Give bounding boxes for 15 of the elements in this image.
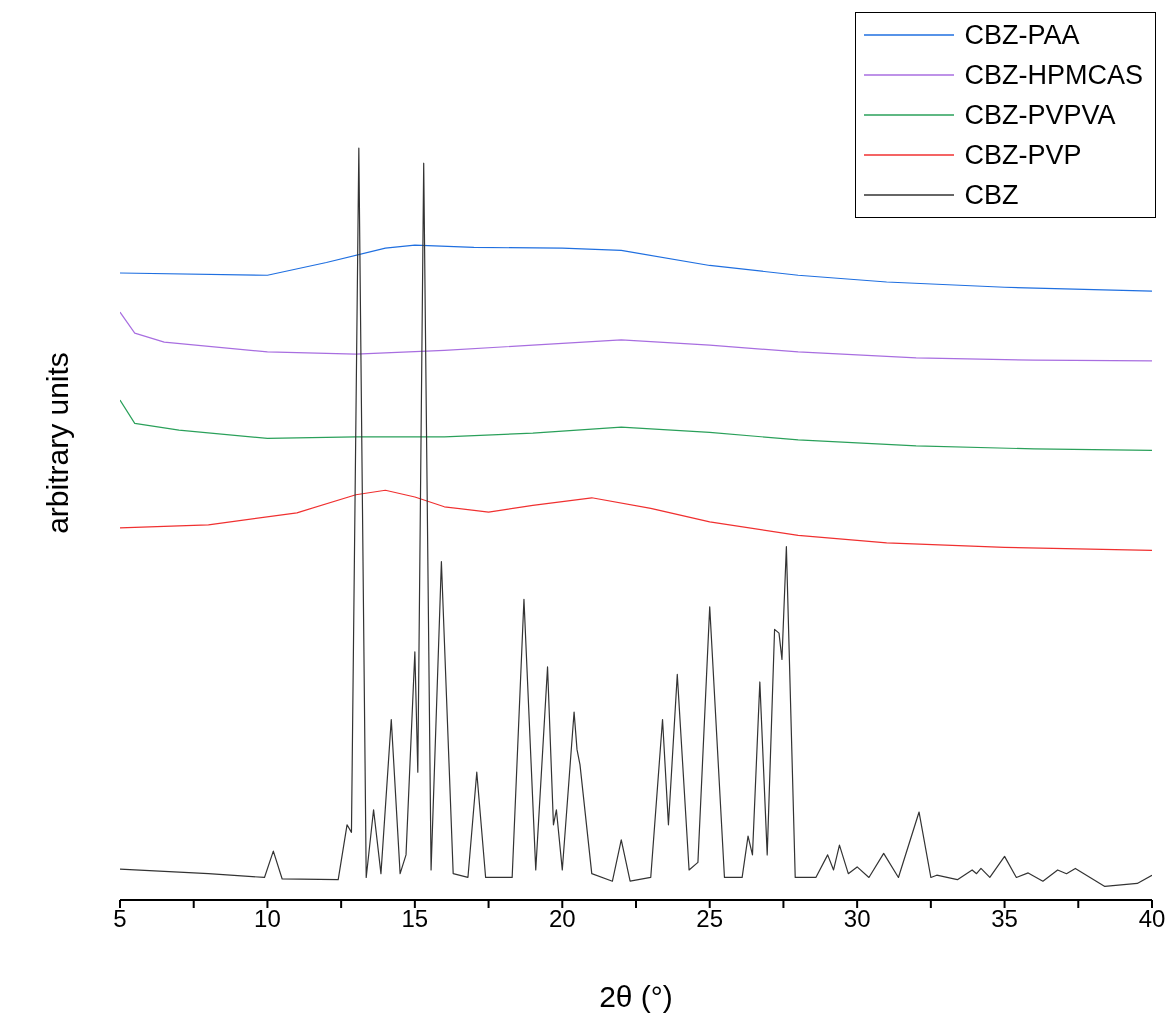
legend-label: CBZ-PVP	[964, 139, 1082, 172]
x-tick-label: 25	[696, 905, 724, 933]
x-tick-label: 35	[991, 905, 1018, 933]
legend-label: CBZ-HPMCAS	[964, 59, 1143, 92]
x-tick-label: 30	[843, 905, 871, 933]
legend-label: CBZ	[964, 179, 1019, 212]
x-tick-label: 15	[401, 905, 429, 933]
x-axis-title: 2θ (°)	[599, 980, 673, 1014]
legend-label: CBZ-PAA	[964, 19, 1080, 52]
x-tick-label: 5	[113, 905, 127, 933]
y-axis-title: arbitrary units	[41, 352, 74, 534]
x-tick-label: 10	[254, 905, 281, 933]
x-tick-label: 40	[1138, 905, 1166, 933]
x-tick-label: 20	[548, 905, 576, 933]
legend-label: CBZ-PVPVA	[964, 99, 1116, 132]
